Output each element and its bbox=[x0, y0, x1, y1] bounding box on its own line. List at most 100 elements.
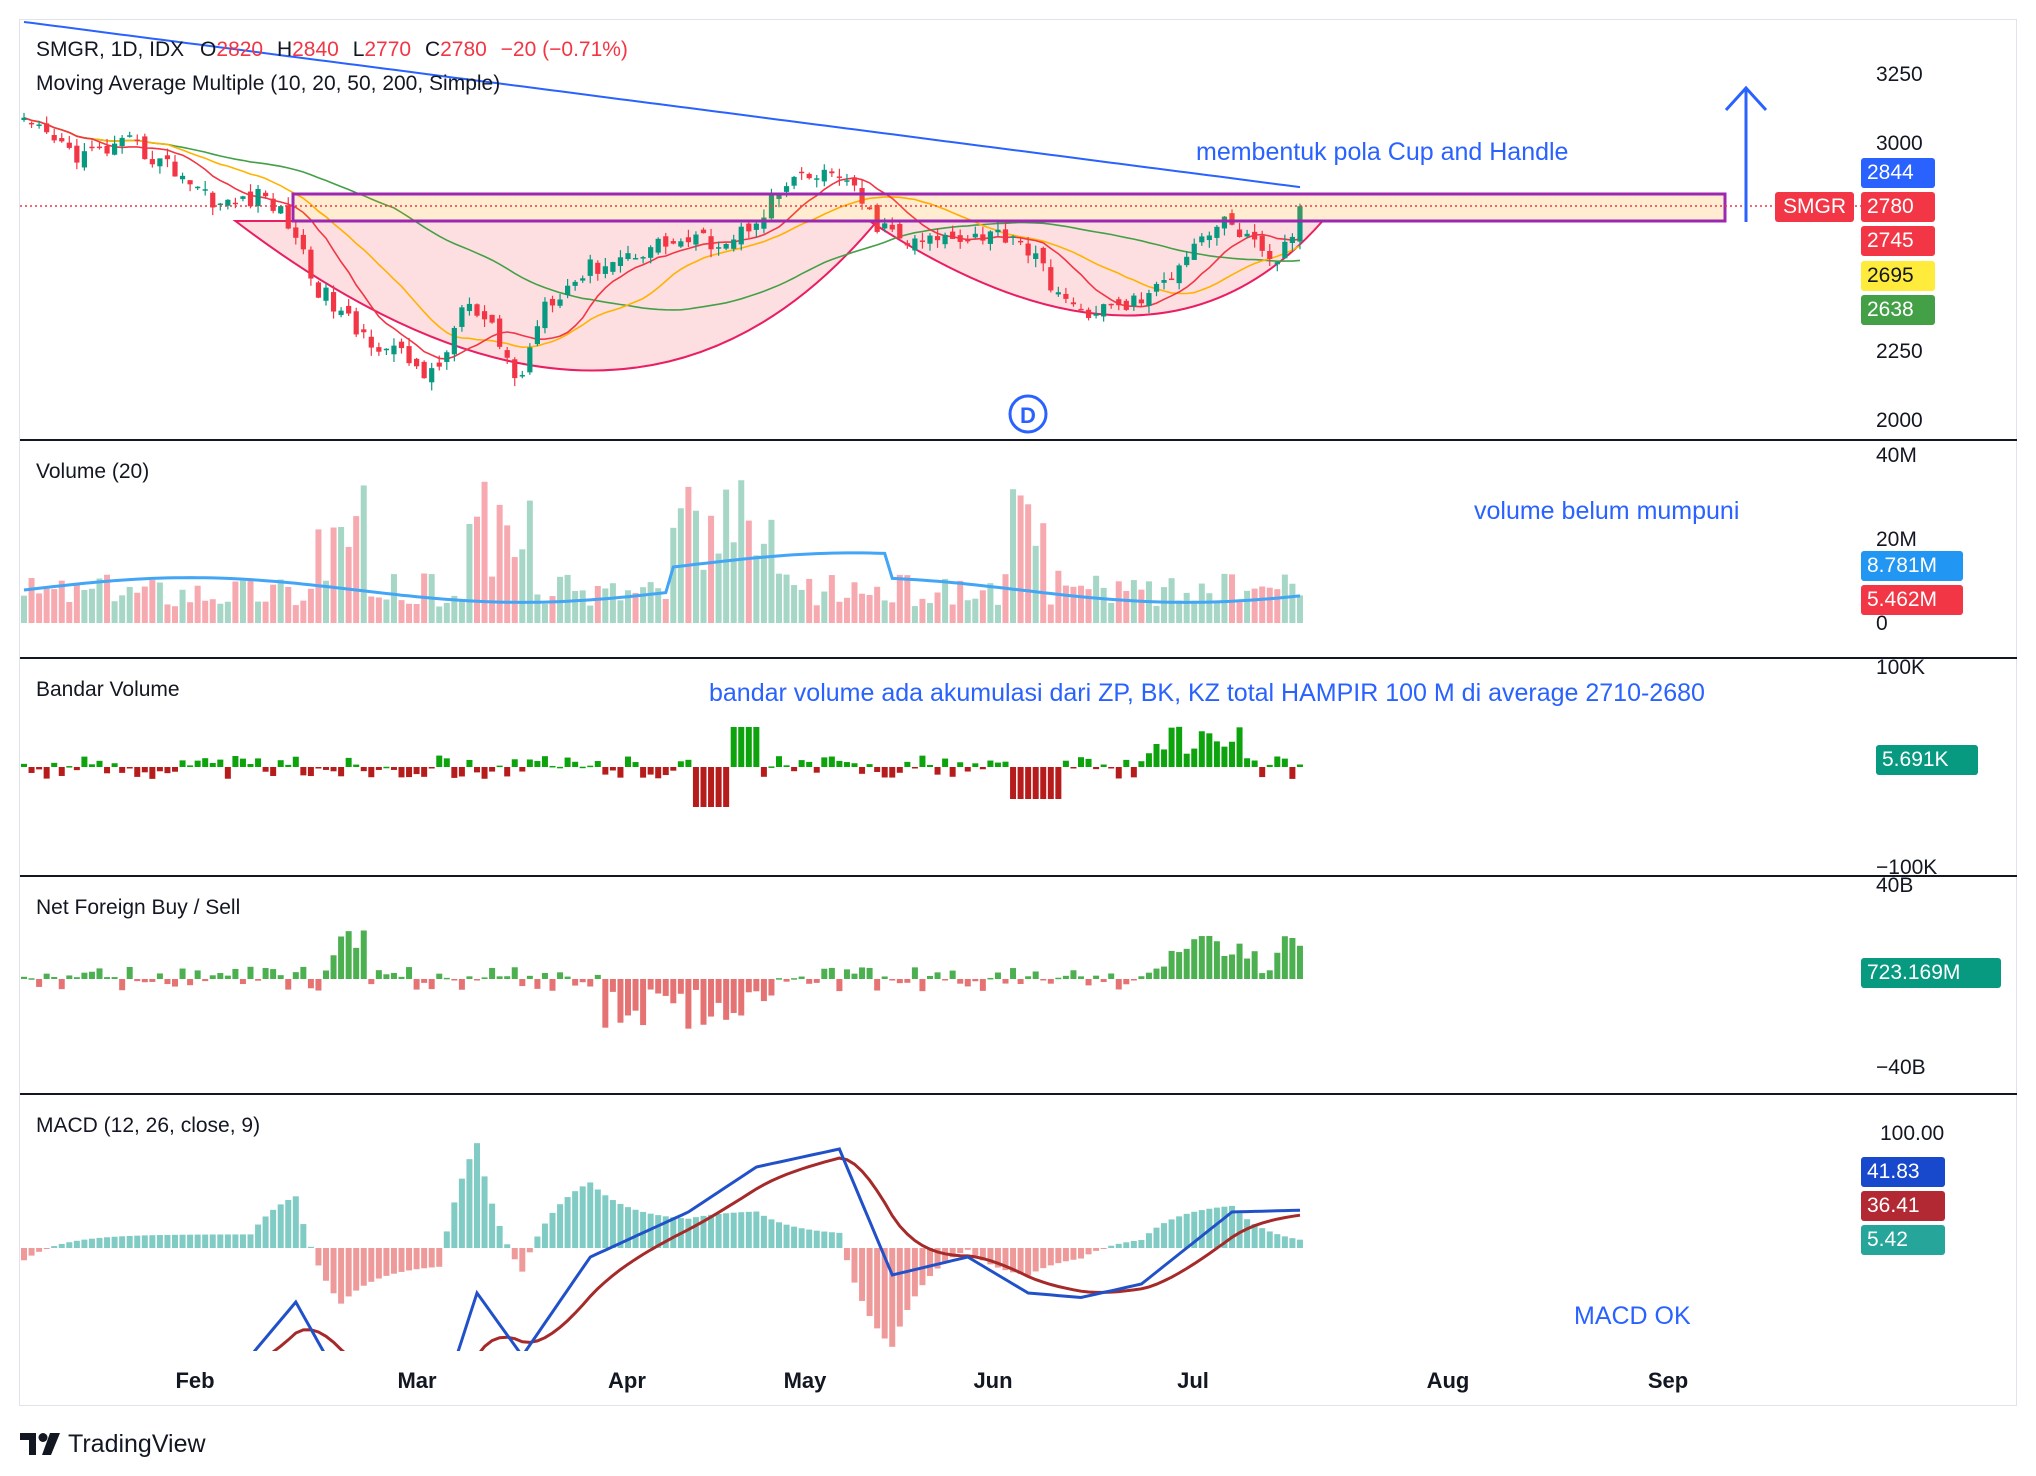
volume-bar bbox=[843, 597, 850, 623]
nfbs-bar bbox=[164, 979, 171, 985]
macd-hist-bar bbox=[119, 1236, 126, 1248]
nfbs-bar bbox=[194, 970, 201, 979]
volume-bar bbox=[874, 586, 881, 623]
macd-hist-bar bbox=[96, 1237, 103, 1248]
macd-hist-bar bbox=[572, 1191, 579, 1248]
macd-hist-bar bbox=[1221, 1206, 1228, 1248]
volume-bar bbox=[987, 583, 994, 623]
candle-body bbox=[278, 206, 284, 214]
nfbs-bar bbox=[285, 979, 292, 990]
bandar-bar bbox=[723, 767, 730, 807]
price-tick-3000: 3000 bbox=[1876, 132, 1923, 155]
macd-hist-bar bbox=[315, 1248, 322, 1266]
breakout-arrow[interactable] bbox=[1724, 85, 1768, 222]
volume-title[interactable]: Volume (20) bbox=[36, 460, 150, 483]
nfbs-bar bbox=[489, 967, 496, 979]
nfbs-bar bbox=[481, 977, 488, 979]
bandar-bar bbox=[202, 758, 209, 767]
bandar-bar bbox=[964, 767, 971, 772]
macd-hist-bar bbox=[1191, 1211, 1198, 1248]
bandar-bar bbox=[489, 767, 496, 772]
candle-body bbox=[217, 203, 223, 206]
candle-body bbox=[225, 199, 231, 206]
nfbs-bar bbox=[156, 973, 163, 979]
candle-body bbox=[293, 227, 299, 238]
annotation-bandar[interactable]: bandar volume ada akumulasi dari ZP, BK,… bbox=[709, 679, 1705, 707]
nfbs-bar bbox=[1161, 966, 1168, 979]
volume-bar bbox=[187, 602, 194, 623]
nfbs-title[interactable]: Net Foreign Buy / Sell bbox=[36, 896, 241, 919]
volume-bar bbox=[51, 589, 58, 623]
macd-hist-bar bbox=[338, 1248, 345, 1304]
time-axis[interactable]: Feb Mar Apr May Jun Jul Aug Sep bbox=[175, 1368, 1688, 1393]
nfbs-bar bbox=[330, 955, 337, 979]
candle-body bbox=[897, 224, 903, 239]
bandar-bar bbox=[1078, 757, 1084, 767]
macd-hist-bar bbox=[1161, 1223, 1168, 1248]
volume-bar bbox=[285, 586, 292, 623]
nfbs-bar bbox=[28, 978, 35, 980]
volume-bar bbox=[715, 553, 722, 623]
bandar-bar bbox=[866, 764, 873, 767]
volume-bar bbox=[776, 573, 782, 623]
bandar-bar bbox=[1183, 753, 1190, 767]
bandar-bar bbox=[51, 762, 58, 767]
bandar-title[interactable]: Bandar Volume bbox=[36, 678, 180, 701]
candle-body bbox=[361, 329, 367, 333]
volume-bar bbox=[149, 580, 156, 623]
nfbs-bar bbox=[1115, 979, 1122, 990]
bandar-bar bbox=[1108, 767, 1115, 769]
macd-hist-bar bbox=[421, 1248, 428, 1269]
dividend-marker[interactable]: D bbox=[1008, 394, 1048, 434]
nfbs-bar bbox=[1153, 968, 1160, 979]
candle-body bbox=[1221, 216, 1228, 229]
macd-hist-bar bbox=[443, 1231, 450, 1248]
nfbs-bar bbox=[224, 975, 231, 979]
volume-bar bbox=[1078, 585, 1084, 623]
macd-hist-bar bbox=[504, 1244, 511, 1248]
candle-body bbox=[444, 352, 450, 362]
macd-hist-bar bbox=[1032, 1248, 1039, 1272]
nfbs-bar bbox=[1244, 958, 1251, 979]
nfbs-bar bbox=[375, 970, 382, 979]
dividend-marker-label: D bbox=[1020, 403, 1036, 428]
macd-hist-bar bbox=[247, 1234, 254, 1248]
volume-bar bbox=[1062, 585, 1069, 623]
volume-bar bbox=[957, 580, 964, 623]
nfbs-bar bbox=[692, 979, 699, 990]
annotation-volume[interactable]: volume belum mumpuni bbox=[1474, 497, 1740, 525]
bandar-bar bbox=[315, 767, 322, 769]
nfbs-bar bbox=[436, 973, 443, 979]
nfbs-bar bbox=[1281, 936, 1288, 979]
nfbs-bar bbox=[338, 936, 345, 979]
macd-hist-bar bbox=[375, 1248, 382, 1279]
nfbs-bar bbox=[979, 979, 986, 991]
symbol-label[interactable]: SMGR, 1D, IDX bbox=[36, 38, 185, 61]
symbol-price-tag[interactable]: SMGR bbox=[1775, 192, 1854, 222]
ma-indicator-title[interactable]: Moving Average Multiple (10, 20, 50, 200… bbox=[36, 72, 501, 95]
bandar-bar bbox=[1221, 746, 1228, 767]
volume-bar bbox=[1251, 588, 1258, 623]
nfbs-bar bbox=[881, 976, 888, 979]
bandar-bar bbox=[881, 767, 888, 778]
nfbs-bar bbox=[934, 972, 941, 979]
macd-hist-bar bbox=[685, 1218, 692, 1248]
price-tick-2250: 2250 bbox=[1876, 340, 1923, 363]
macd-title[interactable]: MACD (12, 26, close, 9) bbox=[36, 1114, 261, 1137]
bandar-bar bbox=[745, 727, 752, 767]
time-label-may: May bbox=[784, 1368, 828, 1393]
bandar-bar bbox=[1100, 764, 1107, 767]
bandar-bar bbox=[360, 767, 367, 772]
candle-body bbox=[746, 223, 752, 232]
tradingview-logo[interactable]: TradingView bbox=[20, 1428, 206, 1460]
annotation-cup-handle[interactable]: membentuk pola Cup and Handle bbox=[1196, 138, 1569, 166]
candle-body bbox=[66, 142, 72, 148]
resistance-zone[interactable] bbox=[291, 192, 1727, 223]
bandar-bar bbox=[443, 758, 450, 767]
bandar-bar bbox=[776, 756, 782, 767]
nfbs-bar bbox=[202, 979, 209, 982]
nfbs-bar bbox=[579, 979, 586, 983]
annotation-macd[interactable]: MACD OK bbox=[1574, 1302, 1691, 1330]
bandar-bar bbox=[458, 767, 465, 777]
